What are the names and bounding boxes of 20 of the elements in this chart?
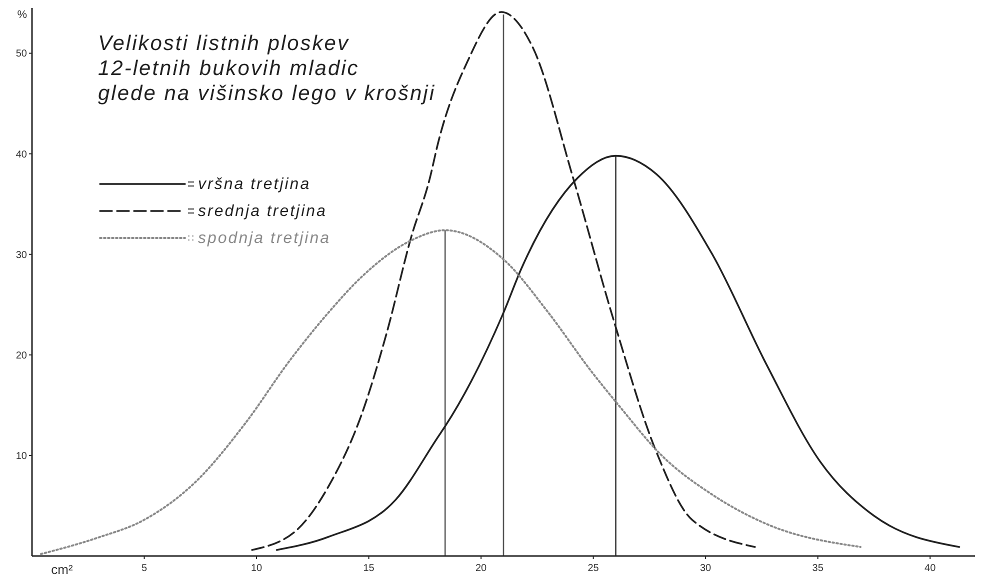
x-tick-label: 30 — [700, 563, 712, 574]
x-tick-label: 35 — [812, 563, 824, 574]
y-axis-title: % — [17, 9, 28, 21]
y-tick-label: 30 — [16, 250, 28, 261]
legend-label: srednja tretjina — [198, 203, 327, 220]
x-tick-label: 15 — [363, 563, 375, 574]
x-tick-label: 20 — [475, 563, 488, 574]
y-tick-label: 10 — [16, 450, 28, 462]
x-axis-title: cm² — [51, 562, 74, 577]
line-series — [40, 229, 862, 555]
legend-label: spodnja tretjina — [198, 230, 331, 247]
x-tick-label: 5 — [141, 563, 148, 574]
x-tick-label: 40 — [924, 563, 936, 574]
y-tick-label: 50 — [16, 48, 28, 60]
y-tick-label: 40 — [16, 149, 28, 160]
legend-label: vršna tretjina — [198, 176, 311, 193]
x-tick-label: 25 — [588, 563, 600, 574]
text: Velikosti listnih ploskev 12-letnih bukovih mladic glede na višinsko lego v krošnji — [98, 32, 436, 105]
x-tick-label: 10 — [250, 563, 263, 574]
y-tick-label: 20 — [16, 350, 28, 362]
